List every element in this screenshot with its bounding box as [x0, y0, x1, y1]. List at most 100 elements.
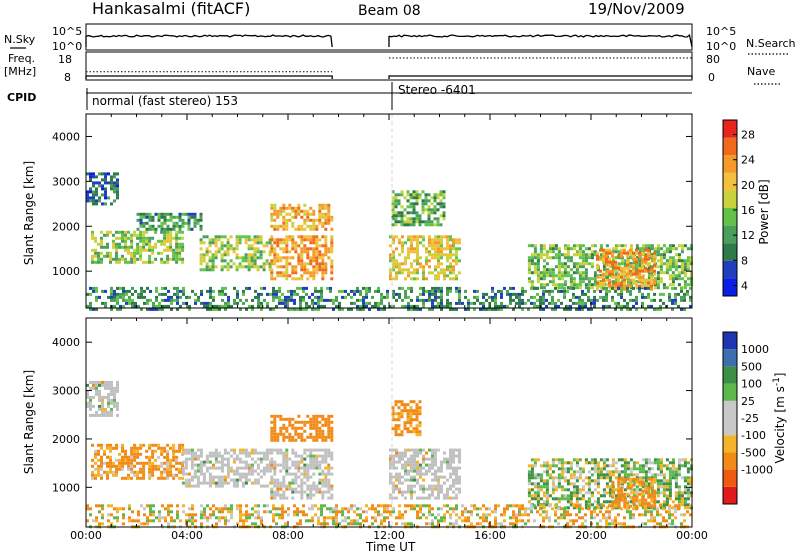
power-cell: [400, 190, 404, 194]
power-cell: [282, 247, 286, 251]
velocity-cell: [191, 516, 194, 520]
velocity-cell: [572, 494, 576, 498]
power-cell: [359, 307, 362, 311]
velocity-cell: [95, 389, 98, 393]
power-cell: [632, 251, 635, 255]
velocity-cell: [230, 513, 233, 517]
velocity-cell: [452, 448, 455, 452]
power-cell: [175, 224, 179, 228]
power-cell: [632, 281, 635, 285]
power-cell: [148, 242, 152, 246]
velocity-cell: [527, 494, 531, 498]
power-cell: [635, 269, 638, 273]
velocity-cell: [279, 432, 283, 436]
power-cell: [584, 301, 587, 305]
velocity-cell: [312, 493, 316, 497]
power-cell: [113, 172, 116, 176]
power-cell: [614, 263, 617, 267]
velocity-cell: [142, 443, 146, 447]
velocity-cell: [302, 510, 305, 514]
power-cell: [160, 230, 164, 234]
velocity-cell: [148, 461, 152, 465]
power-cell: [608, 304, 611, 308]
power-cell: [130, 239, 134, 243]
velocity-cell: [554, 458, 558, 462]
power-cell: [614, 289, 617, 293]
velocity-cell: [455, 448, 458, 452]
velocity-cell: [318, 432, 322, 436]
power-cell: [572, 292, 575, 296]
velocity-cell: [437, 469, 440, 473]
velocity-cell: [92, 413, 95, 417]
velocity-cell: [413, 466, 416, 470]
velocity-cell: [569, 494, 573, 498]
velocity-cell: [674, 476, 678, 480]
velocity-cell: [404, 451, 407, 455]
velocity-cell: [311, 507, 314, 511]
power-cell: [163, 212, 167, 216]
velocity-cell: [115, 464, 118, 468]
velocity-cell: [683, 488, 687, 492]
velocity-cell: [209, 507, 212, 511]
power-cell: [608, 263, 611, 267]
noise-panel: 10^5 10^0 10^5 10^0: [52, 23, 736, 53]
power-cell: [581, 304, 584, 308]
velocity-cell: [557, 485, 561, 489]
velocity-cell: [116, 404, 119, 408]
power-cell: [458, 301, 461, 305]
power-cell: [380, 307, 383, 311]
velocity-cell: [324, 417, 328, 421]
velocity-cell: [407, 478, 410, 482]
velocity-cell: [309, 493, 313, 497]
velocity-cell: [626, 492, 630, 496]
power-cell: [327, 218, 331, 222]
power-cell: [572, 247, 576, 251]
velocity-cell: [599, 470, 603, 474]
velocity-cell: [680, 500, 684, 504]
power-cell: [506, 289, 509, 293]
power-cell: [608, 260, 611, 264]
velocity-cell: [300, 426, 304, 430]
velocity-cell: [97, 458, 100, 462]
velocity-cell: [551, 491, 555, 495]
velocity-cell: [312, 484, 316, 488]
power-cell: [412, 211, 416, 215]
velocity-cell: [602, 491, 606, 495]
velocity-cell: [247, 451, 251, 455]
power-cell: [235, 238, 239, 242]
velocity-cell: [157, 446, 161, 450]
velocity-cell: [605, 473, 609, 477]
power-cell: [659, 292, 662, 296]
velocity-cell: [575, 491, 579, 495]
power-cell: [273, 277, 277, 281]
power-cell: [536, 298, 539, 302]
velocity-cell: [638, 464, 642, 468]
velocity-cell: [191, 519, 194, 523]
power-cell: [440, 238, 443, 242]
velocity-cell: [262, 469, 266, 473]
velocity-cell: [312, 423, 316, 427]
velocity-cell: [452, 472, 455, 476]
power-cell: [536, 262, 540, 266]
velocity-cell: [418, 430, 422, 434]
velocity-cell: [641, 498, 645, 502]
power-cell: [419, 256, 422, 260]
power-cell: [209, 307, 212, 311]
power-cell: [641, 295, 644, 299]
power-cell: [208, 259, 212, 263]
velocity-cell: [557, 497, 561, 501]
power-cell: [401, 298, 404, 302]
power-cell: [303, 212, 307, 216]
velocity-cell: [297, 460, 301, 464]
power-cell: [449, 268, 452, 272]
power-cell: [300, 265, 304, 269]
velocity-cell: [100, 446, 103, 450]
velocity-cell: [260, 522, 263, 526]
power-cell: [614, 287, 617, 291]
velocity-cell: [89, 507, 92, 511]
velocity-cell: [279, 429, 283, 433]
power-cell: [407, 271, 410, 275]
velocity-cell: [133, 464, 137, 468]
power-cell: [200, 301, 203, 305]
velocity-cell: [394, 430, 398, 434]
